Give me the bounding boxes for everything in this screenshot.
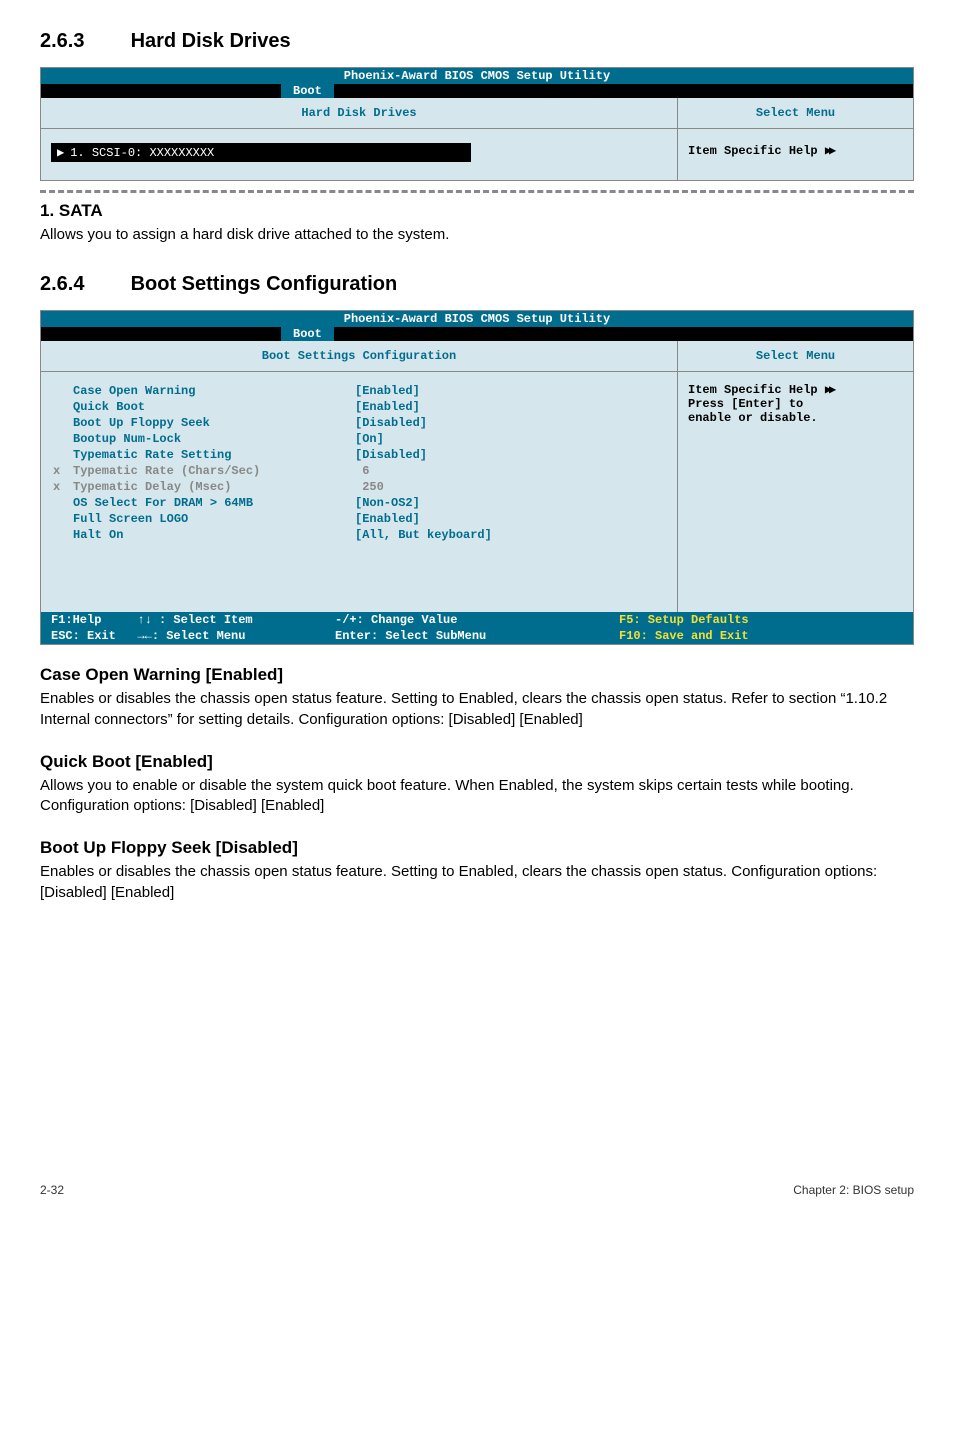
- triangle-icon: ▶: [57, 145, 64, 160]
- subhead-quickboot: Quick Boot [Enabled]: [40, 752, 914, 772]
- settings-table: Case Open Warning[Enabled]Quick Boot[Ena…: [51, 382, 667, 544]
- setting-prefix: [53, 432, 71, 446]
- setting-row[interactable]: xTypematic Delay (Msec) 250: [53, 480, 665, 494]
- setting-label: Bootup Num-Lock: [73, 432, 353, 446]
- hdd-list-item[interactable]: ▶ 1. SCSI-0: XXXXXXXXX: [51, 143, 471, 162]
- body-sata: Allows you to assign a hard disk drive a…: [40, 225, 914, 245]
- bios-right-header: Select Menu: [678, 98, 913, 129]
- body-quickboot: Allows you to enable or disable the syst…: [40, 776, 914, 817]
- double-arrow-icon: ▶▶: [825, 383, 833, 397]
- help-line-1: Press [Enter] to: [688, 397, 903, 411]
- helpbar-l2b: Enter: Select SubMenu: [335, 629, 619, 643]
- helpbar-l1b: -/+: Change Value: [335, 613, 619, 627]
- setting-row[interactable]: xTypematic Rate (Chars/Sec) 6: [53, 464, 665, 478]
- help-line-0: Item Specific Help ▶▶: [688, 382, 903, 397]
- setting-label: Typematic Rate Setting: [73, 448, 353, 462]
- bios-right-content: Item Specific Help ▶▶: [678, 129, 913, 180]
- footer-right: Chapter 2: BIOS setup: [793, 1183, 914, 1197]
- helpbar-l1c: F5: Setup Defaults: [619, 613, 903, 627]
- help-title: Item Specific Help ▶▶: [688, 144, 833, 158]
- subhead-caseopen: Case Open Warning [Enabled]: [40, 665, 914, 685]
- section-number: 2.6.4: [40, 273, 125, 296]
- setting-value: [Enabled]: [355, 400, 665, 414]
- setting-value: [Enabled]: [355, 384, 665, 398]
- dashed-cut: [40, 190, 914, 193]
- page-footer: 2-32 Chapter 2: BIOS setup: [40, 1183, 914, 1197]
- bios-content-row: ▶ 1. SCSI-0: XXXXXXXXX Item Specific Hel…: [41, 129, 913, 180]
- setting-value: 6: [355, 464, 665, 478]
- bios-right-header: Select Menu: [678, 341, 913, 372]
- setting-prefix: [53, 512, 71, 526]
- setting-prefix: [53, 400, 71, 414]
- setting-prefix: [53, 416, 71, 430]
- double-arrow-icon: ▶▶: [825, 144, 833, 158]
- setting-value: [Non-OS2]: [355, 496, 665, 510]
- setting-label: OS Select For DRAM > 64MB: [73, 496, 353, 510]
- setting-prefix: x: [53, 480, 71, 494]
- bios-content-row: Case Open Warning[Enabled]Quick Boot[Ena…: [41, 372, 913, 612]
- setting-label: Case Open Warning: [73, 384, 353, 398]
- hdd-item-label: 1. SCSI-0: XXXXXXXXX: [70, 146, 214, 160]
- setting-label: Halt On: [73, 528, 353, 542]
- footer-left: 2-32: [40, 1183, 64, 1197]
- bios-right-content: Item Specific Help ▶▶ Press [Enter] to e…: [678, 372, 913, 612]
- bios-header-row: Hard Disk Drives Select Menu: [41, 98, 913, 129]
- bios-left-content: ▶ 1. SCSI-0: XXXXXXXXX: [41, 129, 678, 180]
- setting-row[interactable]: Quick Boot[Enabled]: [53, 400, 665, 414]
- section-heading-263: 2.6.3 Hard Disk Drives: [40, 30, 914, 53]
- setting-prefix: [53, 448, 71, 462]
- setting-row[interactable]: Case Open Warning[Enabled]: [53, 384, 665, 398]
- setting-row[interactable]: Full Screen LOGO[Enabled]: [53, 512, 665, 526]
- section-title: Boot Settings Configuration: [131, 273, 398, 295]
- bios-titlebar: Phoenix-Award BIOS CMOS Setup Utility: [41, 68, 913, 84]
- setting-row[interactable]: OS Select For DRAM > 64MB[Non-OS2]: [53, 496, 665, 510]
- bios-titlebar: Phoenix-Award BIOS CMOS Setup Utility: [41, 311, 913, 327]
- helpbar-l2c: F10: Save and Exit: [619, 629, 903, 643]
- setting-prefix: [53, 528, 71, 542]
- helpbar: ESC: Exit →←: Select Menu Enter: Select …: [41, 628, 913, 644]
- section-title: Hard Disk Drives: [131, 30, 291, 52]
- setting-prefix: [53, 384, 71, 398]
- setting-prefix: [53, 496, 71, 510]
- body-bootup: Enables or disables the chassis open sta…: [40, 862, 914, 903]
- setting-label: Quick Boot: [73, 400, 353, 414]
- setting-label: Full Screen LOGO: [73, 512, 353, 526]
- setting-value: [Enabled]: [355, 512, 665, 526]
- bios-tab-boot[interactable]: Boot: [281, 84, 334, 98]
- setting-row[interactable]: Boot Up Floppy Seek[Disabled]: [53, 416, 665, 430]
- setting-row[interactable]: Bootup Num-Lock[On]: [53, 432, 665, 446]
- setting-value: [Disabled]: [355, 448, 665, 462]
- setting-value: [On]: [355, 432, 665, 446]
- body-caseopen: Enables or disables the chassis open sta…: [40, 689, 914, 730]
- helpbar-l1a: F1:Help ↑↓ : Select Item: [51, 613, 335, 627]
- help-line-2: enable or disable.: [688, 411, 903, 425]
- bios-left-header: Hard Disk Drives: [41, 98, 678, 129]
- section-number: 2.6.3: [40, 30, 125, 53]
- helpbar-l2a: ESC: Exit →←: Select Menu: [51, 629, 335, 643]
- bios-left-content: Case Open Warning[Enabled]Quick Boot[Ena…: [41, 372, 678, 612]
- setting-label: Typematic Delay (Msec): [73, 480, 353, 494]
- section-heading-264: 2.6.4 Boot Settings Configuration: [40, 273, 914, 296]
- subhead-sata: 1. SATA: [40, 201, 914, 221]
- bios-tabbar: Boot: [41, 327, 913, 341]
- bios-tab-boot[interactable]: Boot: [281, 327, 334, 341]
- setting-value: [Disabled]: [355, 416, 665, 430]
- setting-row[interactable]: Typematic Rate Setting[Disabled]: [53, 448, 665, 462]
- subhead-bootup: Boot Up Floppy Seek [Disabled]: [40, 838, 914, 858]
- helpbar: F1:Help ↑↓ : Select Item -/+: Change Val…: [41, 612, 913, 628]
- bios-header-row: Boot Settings Configuration Select Menu: [41, 341, 913, 372]
- bios-box-hdd: Phoenix-Award BIOS CMOS Setup Utility Bo…: [40, 67, 914, 181]
- bios-box-bootcfg: Phoenix-Award BIOS CMOS Setup Utility Bo…: [40, 310, 914, 645]
- setting-prefix: x: [53, 464, 71, 478]
- setting-value: [All, But keyboard]: [355, 528, 665, 542]
- setting-value: 250: [355, 480, 665, 494]
- setting-label: Boot Up Floppy Seek: [73, 416, 353, 430]
- bios-tabbar: Boot: [41, 84, 913, 98]
- bios-left-header: Boot Settings Configuration: [41, 341, 678, 372]
- setting-label: Typematic Rate (Chars/Sec): [73, 464, 353, 478]
- setting-row[interactable]: Halt On[All, But keyboard]: [53, 528, 665, 542]
